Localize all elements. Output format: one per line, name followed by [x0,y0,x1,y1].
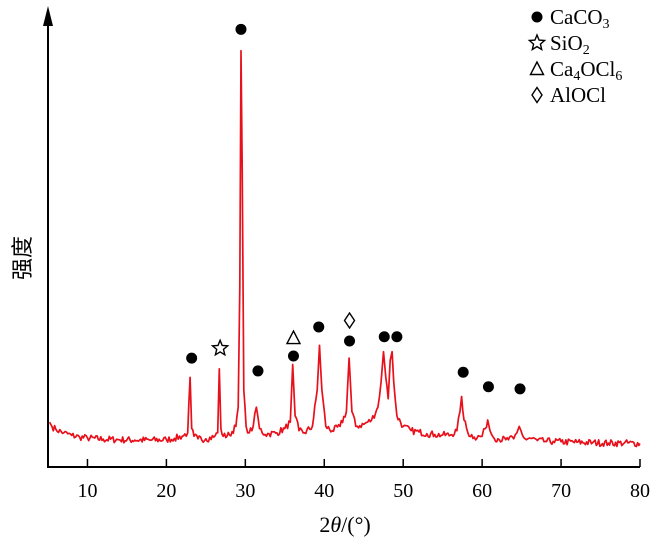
legend-label-sub: 6 [615,69,622,84]
x-title-part-1: 2 [319,512,330,537]
x-tick-label: 60 [472,480,492,502]
legend-label: CaCO3 [550,5,610,32]
legend-label-tail: OCl [580,57,615,81]
peak-marker-circle [482,381,494,393]
legend-label-main: CaCO [550,5,603,29]
legend-star-icon [527,33,547,51]
x-tick-label: 10 [77,480,97,502]
peak-marker-circle [391,331,403,343]
x-axis-title: 2θ/(°) [319,512,370,537]
peak-marker-circle [344,335,356,347]
legend-label-sub: 2 [583,43,590,58]
peak-marker-circle [287,350,299,362]
peak-marker-circle [235,23,247,35]
xrd-pattern-line [48,49,641,448]
x-title-part-3: /(°) [341,512,371,537]
x-tick-label: 80 [630,480,650,502]
peak-markers [186,23,526,395]
legend-label: AlOCl [550,83,606,107]
x-tick-label: 20 [156,480,176,502]
x-tick-label: 30 [235,480,255,502]
peak-marker-circle [514,383,526,395]
peak-marker-triangle [285,329,302,345]
legend-triangle-icon [529,60,545,76]
peak-marker-circle [378,331,390,343]
legend-label: SiO2 [550,31,590,58]
legend-label-sub: 4 [573,69,580,84]
legend-label-main: SiO [550,31,583,55]
legend-label-sub: 3 [603,17,610,32]
x-tick-label: 50 [393,480,413,502]
peak-marker-circle [252,365,264,377]
peak-marker-star [210,338,230,357]
peak-marker-circle [313,321,325,333]
x-tick-label: 70 [551,480,571,502]
axes [43,6,640,468]
legend-diamond-icon [531,86,543,104]
peak-marker-diamond [343,311,356,330]
x-ticks: 10 20 30 40 50 60 70 80 [77,459,650,502]
legend-circle-icon [531,11,543,23]
x-tick-label: 40 [314,480,334,502]
legend-label-main: Ca [550,57,574,81]
legend-label-main: AlOCl [550,83,606,107]
y-axis-title: 强度 [10,236,35,280]
peak-marker-circle [186,352,198,364]
legend-label: Ca4OCl6 [550,57,622,84]
x-title-theta: θ [330,512,341,537]
peak-marker-circle [457,366,469,378]
series-layer [48,49,641,448]
y-axis-arrow [43,6,53,26]
